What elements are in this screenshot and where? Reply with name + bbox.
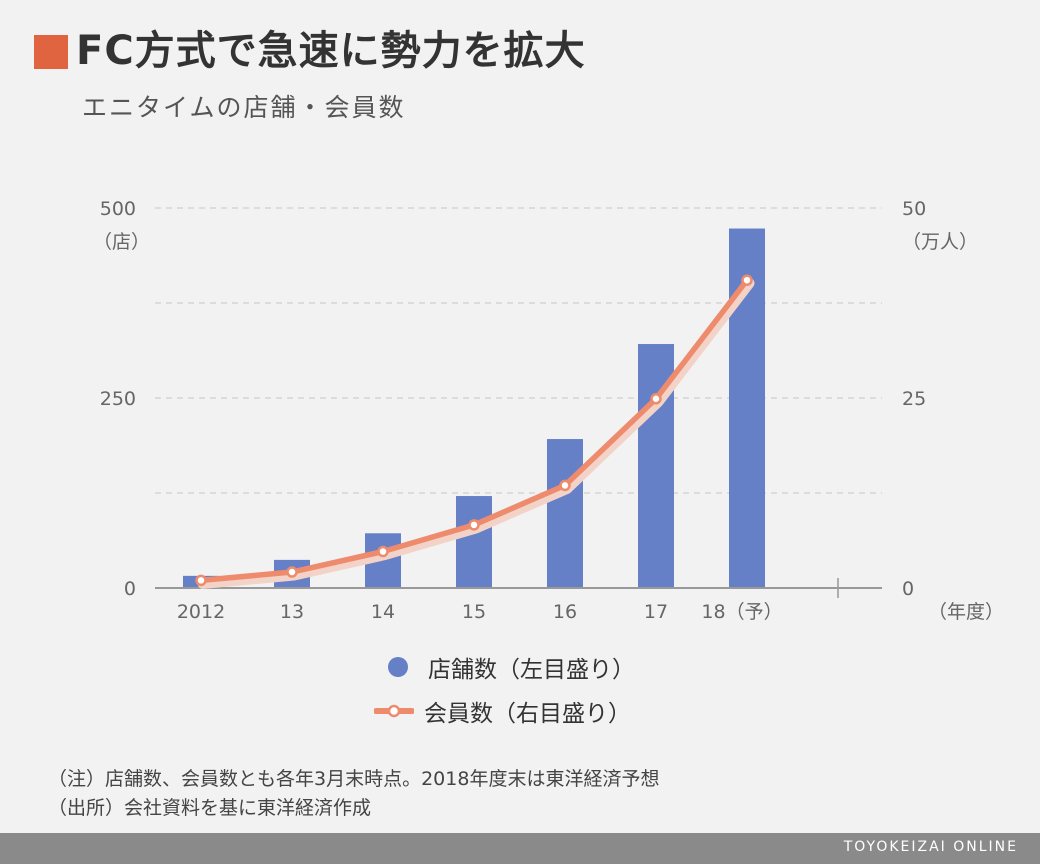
legend-item-members: 会員数（右目盛り）: [374, 694, 631, 728]
x-tick-4: 16: [553, 601, 577, 623]
x-tick-1: 13: [280, 601, 304, 623]
left-tick-250: 250: [100, 388, 136, 410]
right-tick-0: 0: [902, 578, 914, 600]
title-row: FC方式で急速に勢力を拡大: [34, 20, 586, 74]
x-axis-unit: （年度）: [928, 601, 1004, 623]
x-tick-6: 18（予）: [701, 601, 782, 623]
right-axis-unit: （万人）: [902, 231, 978, 253]
point-members-2012: [195, 574, 207, 587]
right-tick-50: 50: [902, 198, 926, 220]
footer-brand: TOYOKEIZAI ONLINE: [843, 839, 1018, 855]
chart-title: FC方式で急速に勢力を拡大: [76, 28, 586, 74]
point-members-13: [286, 566, 298, 578]
x-tick-3: 15: [462, 601, 486, 623]
x-tick-2: 14: [371, 601, 395, 623]
point-members-15: [468, 519, 480, 531]
point-members-14: [377, 545, 389, 558]
left-tick-0: 0: [124, 578, 136, 600]
left-axis-unit: （店）: [93, 231, 150, 253]
note-line: （注）店舗数、会員数とも各年3月末時点。2018年度末は東洋経済予想: [48, 768, 660, 790]
x-tick-5: 17: [644, 601, 668, 623]
bar-stores-15: [456, 496, 492, 588]
footer-bar: TOYOKEIZAI ONLINE: [0, 833, 1040, 864]
legend-dot-icon: [388, 657, 408, 677]
legend-label-stores: 店舗数（左目盛り）: [428, 657, 635, 683]
point-members-17: [650, 393, 662, 405]
legend-label-members: 会員数（右目盛り）: [424, 701, 631, 727]
point-members-18（予）: [741, 274, 753, 286]
right-tick-25: 25: [902, 388, 926, 410]
title-marker: [34, 35, 68, 69]
left-tick-500: 500: [100, 198, 136, 220]
bar-stores-16: [547, 439, 583, 588]
x-tick-0: 2012: [177, 601, 225, 623]
legend-item-stores: 店舗数（左目盛り）: [384, 650, 635, 684]
point-members-16: [559, 479, 571, 492]
chart-subtitle: エニタイムの店舗・会員数: [82, 93, 406, 122]
source-line: （出所）会社資料を基に東洋経済作成: [48, 797, 372, 819]
legend-line-icon: [374, 704, 414, 718]
